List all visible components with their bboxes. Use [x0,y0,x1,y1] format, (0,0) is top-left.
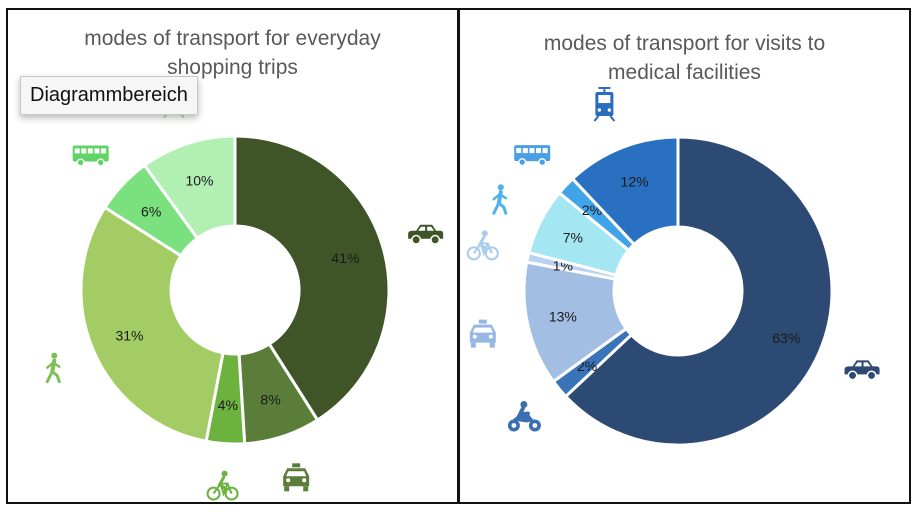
data-label: 31% [115,328,143,344]
chart-title-line: modes of transport for visits to [543,32,826,55]
chart-title-line: shopping trips [167,56,298,79]
chart-panel-medical[interactable]: modes of transport for visits to medical… [458,8,911,504]
donut-chart-shopping: 41% 8% 4% 31% 6% 10% [45,83,444,501]
data-label: 8% [260,391,280,407]
taxi-icon [469,319,496,348]
data-label: 6% [141,203,161,219]
donut-slice-car[interactable] [564,135,834,447]
car-icon [844,360,880,381]
data-label: 4% [218,397,238,413]
bus-icon [514,145,551,167]
data-label: 7% [563,229,583,245]
data-label: 13% [549,309,577,325]
chart-area-tooltip: Diagrammbereich [20,76,198,115]
donut-slice-walking[interactable] [79,205,225,443]
pedestrian-icon [492,184,508,215]
data-label: 41% [331,250,359,266]
donut-chart-medical: 63%2%13%1%7%2%12% [466,87,880,447]
data-label: 10% [185,173,213,189]
bus-icon [72,145,109,167]
pedestrian-icon [45,352,61,384]
motorcycle-icon [507,400,541,432]
bicycle-icon [466,230,499,261]
donut-slice-tram[interactable] [142,134,237,240]
chart-panel-shopping[interactable]: modes of transport for everyday shopping… [6,8,459,504]
taxi-icon [283,463,310,492]
chart-title-line: medical facilities [608,61,761,84]
data-label: 63% [772,330,800,346]
chart-title-line: modes of transport for everyday [84,27,381,50]
bicycle-icon [206,470,239,501]
donut-slice-taxi[interactable] [522,260,628,384]
chart-title: modes of transport for everyday shopping… [28,24,437,82]
tram-icon [593,87,616,122]
donut-slice-tram[interactable] [571,135,680,246]
chart-title: modes of transport for visits to medical… [480,29,889,87]
data-label: 12% [621,173,649,189]
car-icon [408,224,444,245]
